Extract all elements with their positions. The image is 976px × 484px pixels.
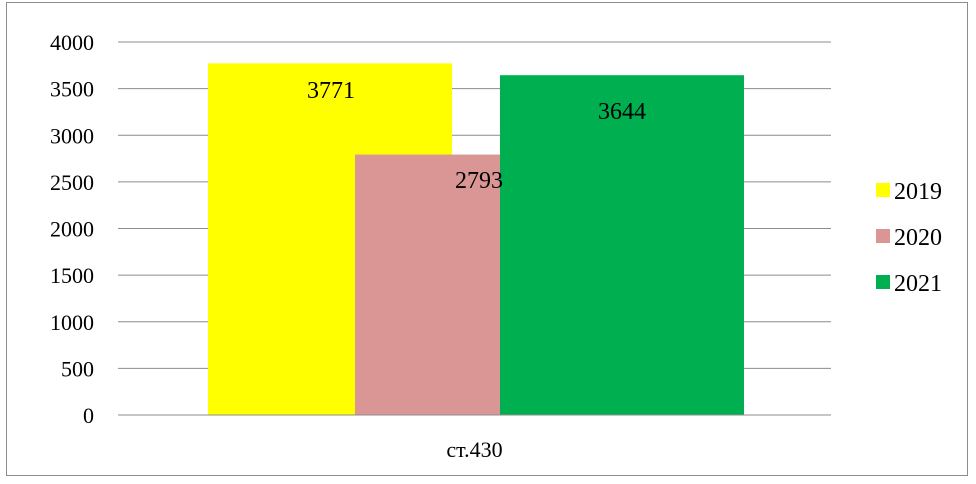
category-labels: ст.430 [446,437,502,462]
legend-swatch-2020 [876,229,890,243]
y-tick-label: 500 [61,356,94,381]
y-tick-label: 3500 [50,77,94,102]
bars [208,63,744,416]
chart-frame: 0 500 1000 1500 2000 2500 3000 3500 4000 ст.430 … [6,2,968,476]
legend-label-2020: 2020 [894,225,942,251]
y-tick-label: 3000 [50,123,94,148]
legend-label-2021: 2021 [894,271,942,297]
y-axis-ticks: 0 500 1000 1500 2000 2500 3000 3500 4000 [50,30,94,428]
y-tick-label: 4000 [50,30,94,55]
legend: 2019 2020 2021 [876,179,942,297]
bar-2021 [500,75,744,416]
y-tick-label: 1000 [50,310,94,335]
data-label-2021: 3644 [598,99,646,125]
y-tick-label: 0 [83,403,94,428]
y-tick-label: 2000 [50,217,94,242]
y-tick-label: 2500 [50,170,94,195]
category-label: ст.430 [446,437,502,462]
legend-swatch-2019 [876,183,890,197]
legend-swatch-2021 [876,275,890,289]
data-label-2019: 3771 [307,78,355,104]
legend-label-2019: 2019 [894,179,942,205]
data-label-2020: 2793 [455,168,503,194]
y-tick-label: 1500 [50,263,94,288]
data-labels: 3771 2793 3644 [307,78,646,194]
